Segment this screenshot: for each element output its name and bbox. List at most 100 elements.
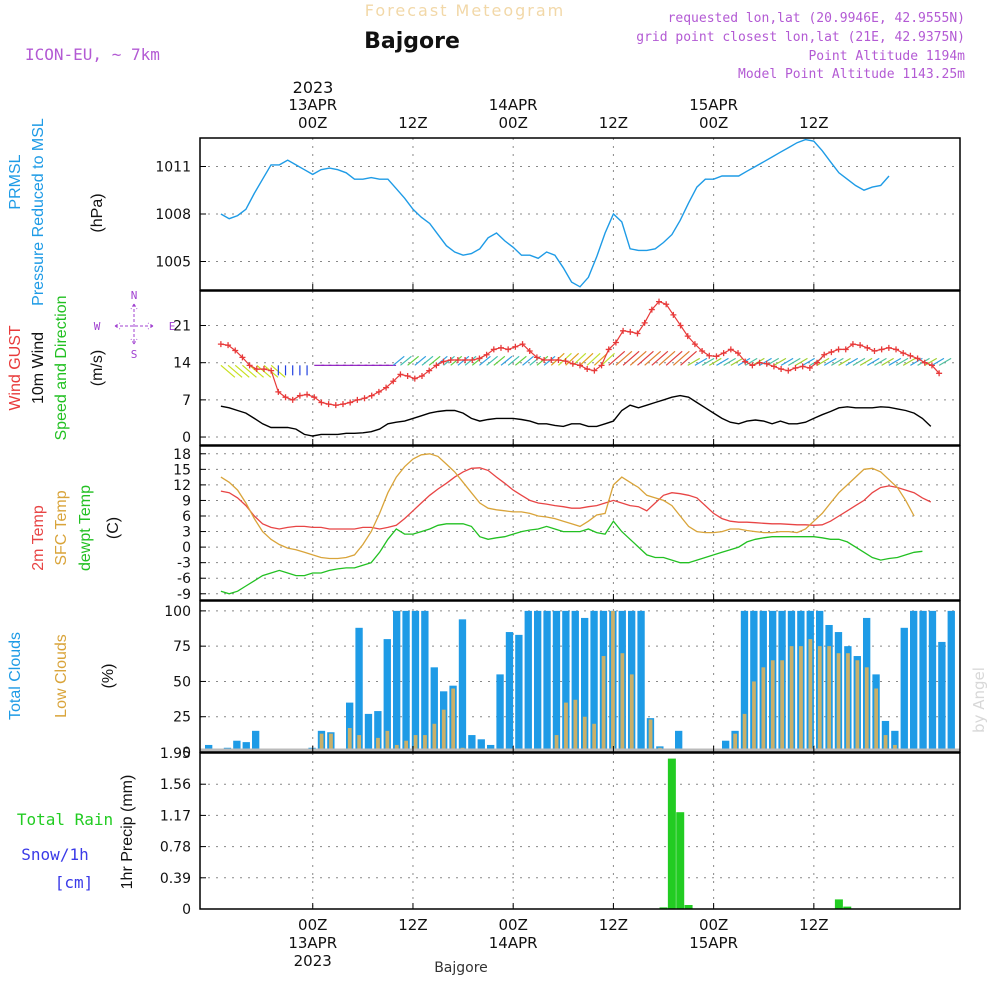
wind-direction-arrow [234,364,250,378]
wind-direction-arrow [407,355,420,366]
bottom-hour-label-3: 12Z [599,916,628,934]
clouds-low-bar [413,735,418,752]
wind-unit: (m/s) [89,350,106,386]
pressure-line [220,138,890,288]
bottom-hour-label-2: 00Z [498,916,527,934]
wind-direction-arrow [931,357,945,366]
wind-gust-marker [555,357,562,364]
wind-gust-marker [562,358,569,365]
clouds-low-bar [611,610,615,752]
wind-gust-marker [497,344,504,351]
clouds-total-bar [374,711,382,752]
clouds-label-total: Total Clouds [7,632,24,720]
clouds-low-bar [836,653,841,752]
wind-gust-marker [907,352,914,359]
wind-direction-arrow [242,364,257,378]
wind-direction-arrow [220,364,236,378]
top-year: 2023 [293,78,334,97]
wind-gust-marker [397,371,404,378]
clouds-total-bar [383,639,391,752]
clouds-low-bar [893,744,897,752]
temp-line-sfc [220,453,915,560]
pressure-ytick-label-1: 1008 [155,207,191,223]
wind-gust-marker [469,357,476,364]
precip-ytick-label-2: 0.78 [160,840,191,856]
wind-gust-marker [519,341,526,348]
wind-gust-marker [814,359,821,366]
clouds-low-bar [864,667,869,752]
clouds-low-bar [347,728,352,752]
wind-gust-marker [720,350,727,357]
wind-direction-arrow [421,355,434,366]
clouds-low-bar [394,744,399,752]
wind-gust-marker [648,306,655,313]
wind-gust-marker [706,352,713,359]
wind-gust-marker [778,366,785,373]
wind-gust-marker [893,346,900,353]
wind-direction-arrow [428,355,441,366]
top-date-label-0: 13APR [288,96,337,114]
wind-gust-marker [634,330,641,337]
wind-gust-marker [871,348,878,355]
clouds-low-bar [329,733,333,752]
clouds-total-bar [891,730,899,752]
wind-gust-marker [375,388,382,395]
clouds-low-bar [554,735,559,752]
wind-ytick-label-0: 0 [182,430,191,446]
temp-ytick-label-3: 0 [182,540,191,556]
wind-direction-arrow [593,352,608,366]
clouds-low-bar [357,735,362,752]
wind-label-gust: Wind GUST [7,325,24,411]
clouds-low-bar [733,733,738,752]
wind-direction-arrow [938,357,952,366]
clouds-label-low: Low Clouds [53,634,70,718]
wind-label-direction: Speed and Direction [53,296,70,441]
wind-gust-marker [713,353,720,360]
temp-ytick-label-9: 18 [173,447,191,463]
temp-ytick-label-6: 9 [182,493,191,509]
temp-frame [199,445,961,601]
temp-line-dew [220,520,923,595]
wind-ytick-label-3: 21 [173,319,191,335]
clouds-low-bar [573,699,578,752]
clouds-low-bar [385,730,390,752]
wind-gust-marker [260,366,267,373]
info-point-altitude: Point Altitude 1194m [808,49,965,64]
wind-direction-arrow [773,357,787,366]
wind-direction-arrow [479,355,491,366]
wind-direction-arrow [802,357,815,366]
wind-gust-marker [440,358,447,365]
precip-unit: 1hr Precip (mm) [119,775,136,890]
temp-ytick-label-1: -6 [177,571,191,587]
clouds-total-bar [590,610,598,752]
clouds-low-bar [761,667,766,752]
wind-direction-arrow [694,357,708,366]
wind-direction-arrow [866,357,880,366]
clouds-total-bar [947,610,955,752]
wind-direction-arrow [457,355,470,366]
precip-ytick-label-1: 0.39 [160,871,191,887]
precip-ytick-label-5: 1.95 [160,746,191,762]
top-date-label-2: 14APR [489,96,538,114]
bottom-hour-label-5: 12Z [799,916,828,934]
wind-direction-arrow [651,350,669,366]
wind-direction-arrow [845,357,859,366]
clouds-total-bar [458,619,467,752]
clouds-total-bar [355,627,363,752]
top-hour-label-3: 12Z [599,114,628,132]
precip-rain-bar [684,905,693,909]
clouds-low-bar [742,713,747,752]
clouds-total-bar [571,610,579,752]
wind-gust-marker [433,362,440,369]
clouds-total-bar [919,610,927,752]
clouds-total-bar [722,740,730,752]
wind-direction-arrow [838,357,851,366]
info-requested: requested lon,lat (20.9946E, 42.9555N) [668,11,965,26]
wind-gust-marker [785,367,792,374]
temp-unit: (C) [105,517,122,539]
wind-direction-arrow [586,352,601,366]
clouds-total-bar [515,634,523,752]
wind-direction-arrow [227,364,243,378]
clouds-total-bar [468,735,476,752]
compass-w: W [94,320,101,333]
